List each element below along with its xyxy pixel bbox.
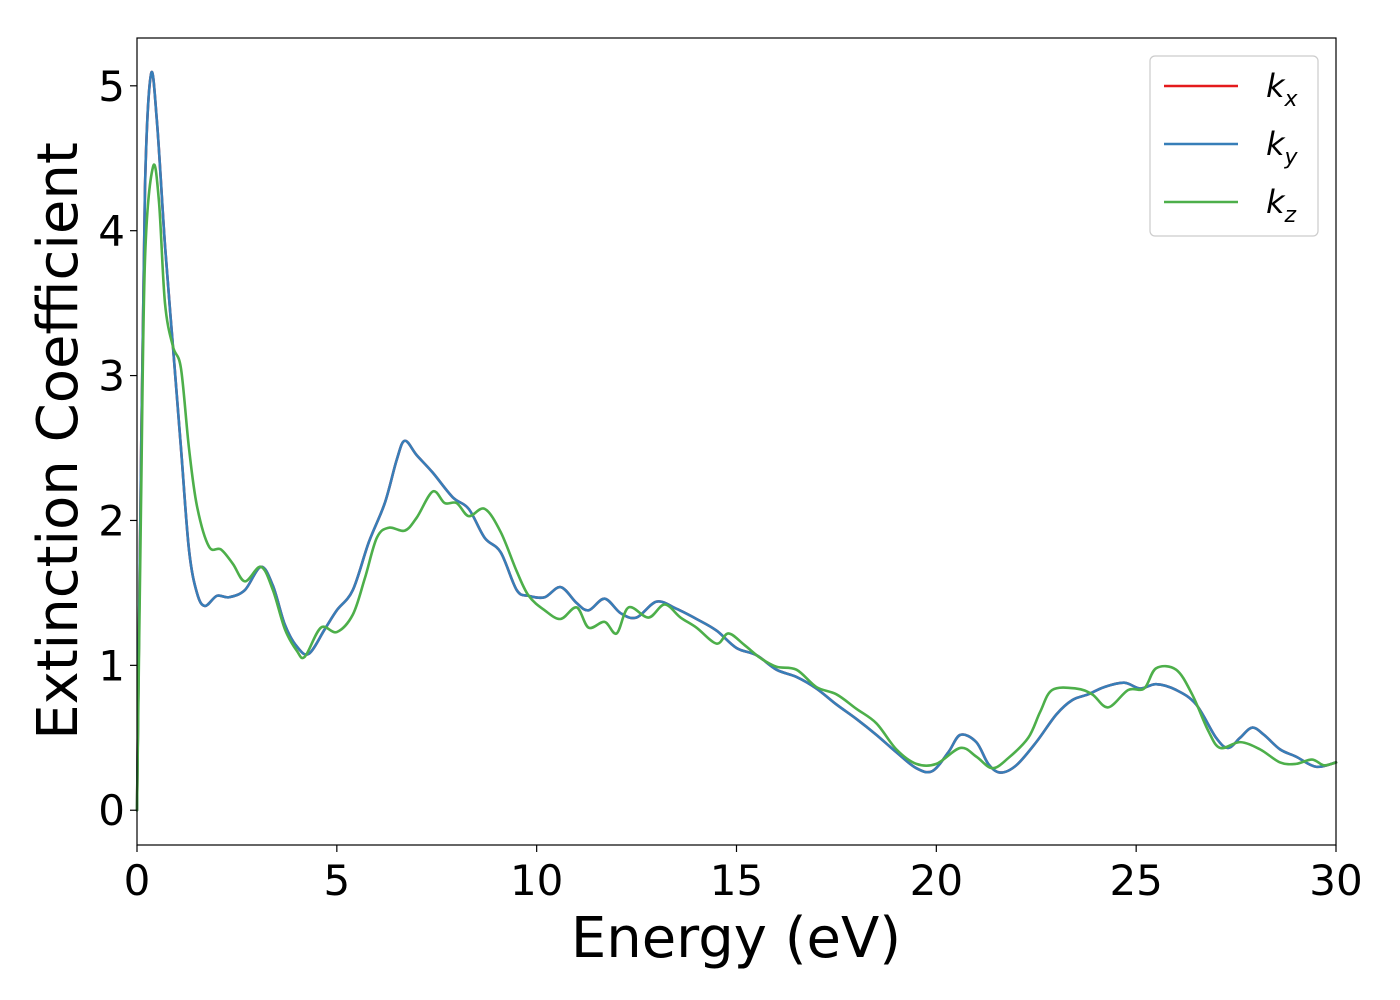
series-layer (135, 70, 1338, 812)
y-tick-label: 5 (98, 62, 125, 111)
y-tick-label: 1 (98, 641, 125, 690)
x-tick-label: 0 (124, 856, 151, 905)
x-tick-label: 15 (710, 856, 763, 905)
x-tick-label: 20 (910, 856, 963, 905)
x-tick-label: 5 (323, 856, 350, 905)
x-tick-label: 30 (1309, 856, 1362, 905)
legend-box (1149, 55, 1319, 237)
y-tick-label: 3 (98, 352, 125, 401)
x-axis-ticks: 0 5 10 15 20 25 30 (124, 845, 1363, 905)
x-tick-label: 25 (1109, 856, 1162, 905)
y-tick-label: 4 (98, 207, 125, 256)
y-tick-label: 0 (98, 786, 125, 835)
x-axis-label: Energy (eV) (571, 906, 901, 971)
y-axis-ticks: 0 1 2 3 4 5 (98, 62, 137, 835)
y-tick-label: 2 (98, 496, 125, 545)
x-tick-label: 10 (510, 856, 563, 905)
y-axis-label: Extinction Coefficient (26, 142, 91, 740)
series-line-kz (135, 163, 1338, 812)
series-line-ky (135, 70, 1338, 812)
